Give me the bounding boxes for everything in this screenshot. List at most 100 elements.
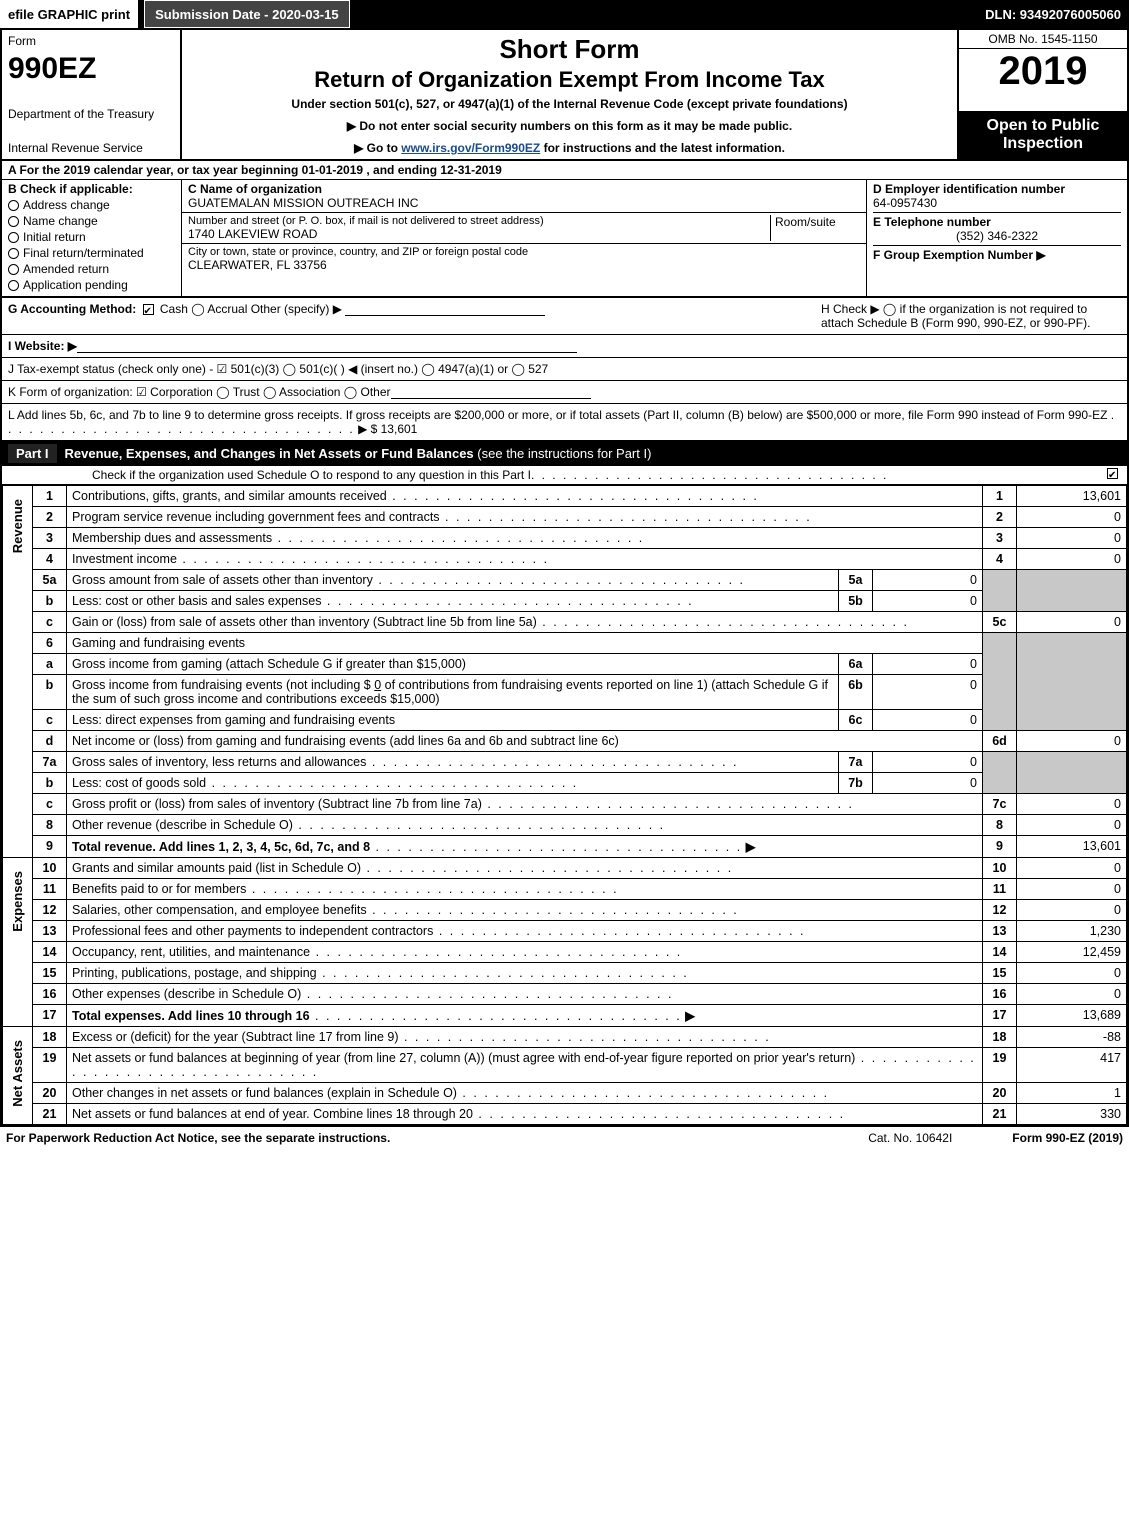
chk-final-return[interactable]: Final return/terminated	[8, 246, 175, 260]
efile-print-button[interactable]: efile GRAPHIC print	[0, 0, 138, 28]
dept-irs: Internal Revenue Service	[8, 141, 174, 155]
l6c-num: c	[33, 710, 67, 731]
l18-text: Excess or (deficit) for the year (Subtra…	[67, 1027, 983, 1048]
row-l-text: L Add lines 5b, 6c, and 7b to line 9 to …	[8, 408, 1107, 422]
l6a-text: Gross income from gaming (attach Schedul…	[67, 654, 839, 675]
l16-code: 16	[983, 984, 1017, 1005]
chk-amended-return[interactable]: Amended return	[8, 262, 175, 276]
l1-num: 1	[33, 486, 67, 507]
l14-val: 12,459	[1017, 942, 1127, 963]
label-ein: D Employer identification number	[873, 182, 1121, 196]
l5c-val: 0	[1017, 612, 1127, 633]
l8-val: 0	[1017, 815, 1127, 836]
tax-year: 2019	[959, 49, 1127, 94]
org-other-input[interactable]	[391, 385, 591, 399]
l20-val: 1	[1017, 1083, 1127, 1104]
form-of-organization: K Form of organization: ☑ Corporation ◯ …	[8, 385, 391, 399]
l1-val: 13,601	[1017, 486, 1127, 507]
l11-val: 0	[1017, 879, 1127, 900]
l5b-sc: 5b	[839, 591, 873, 612]
l16-num: 16	[33, 984, 67, 1005]
l10-num: 10	[33, 858, 67, 879]
l6d-val: 0	[1017, 731, 1127, 752]
l7b-text: Less: cost of goods sold	[67, 773, 839, 794]
l17-num: 17	[33, 1005, 67, 1027]
part-i-note: (see the instructions for Part I)	[477, 446, 651, 461]
accounting-opts: Cash ◯ Accrual Other (specify) ▶	[160, 302, 342, 316]
part-i-table: Revenue 1 Contributions, gifts, grants, …	[2, 485, 1127, 1125]
part-i-sub: Check if the organization used Schedule …	[2, 466, 1127, 485]
l12-num: 12	[33, 900, 67, 921]
tax-exempt-status: J Tax-exempt status (check only one) - ☑…	[8, 362, 548, 376]
goto-line: ▶ Go to www.irs.gov/Form990EZ for instru…	[190, 141, 949, 155]
org-address: 1740 LAKEVIEW ROAD	[188, 227, 770, 241]
l19-code: 19	[983, 1048, 1017, 1083]
chk-initial-return[interactable]: Initial return	[8, 230, 175, 244]
chk-name-change[interactable]: Name change	[8, 214, 175, 228]
label-accounting: G Accounting Method:	[8, 302, 136, 316]
l7b-num: b	[33, 773, 67, 794]
l20-text: Other changes in net assets or fund bala…	[67, 1083, 983, 1104]
side-expenses: Expenses	[3, 858, 33, 1027]
l21-text: Net assets or fund balances at end of ye…	[67, 1104, 983, 1125]
row-j: J Tax-exempt status (check only one) - ☑…	[2, 358, 1127, 381]
accounting-other-input[interactable]	[345, 302, 545, 316]
l7b-sv: 0	[873, 773, 983, 794]
l11-num: 11	[33, 879, 67, 900]
l6b-num: b	[33, 675, 67, 710]
l5a-num: 5a	[33, 570, 67, 591]
l6c-text: Less: direct expenses from gaming and fu…	[67, 710, 839, 731]
l3-text: Membership dues and assessments	[67, 528, 983, 549]
header-left: Form 990EZ Department of the Treasury In…	[2, 30, 182, 159]
side-revenue: Revenue	[3, 486, 33, 858]
l7c-num: c	[33, 794, 67, 815]
label-telephone: E Telephone number	[873, 215, 1121, 229]
footer-cat: Cat. No. 10642I	[868, 1131, 952, 1145]
l7a-num: 7a	[33, 752, 67, 773]
org-name: GUATEMALAN MISSION OUTREACH INC	[188, 196, 860, 210]
l8-text: Other revenue (describe in Schedule O)	[67, 815, 983, 836]
l6-text: Gaming and fundraising events	[67, 633, 983, 654]
l6d-text: Net income or (loss) from gaming and fun…	[67, 731, 983, 752]
chk-application-pending[interactable]: Application pending	[8, 278, 175, 292]
telephone-value: (352) 346-2322	[873, 229, 1121, 243]
l10-val: 0	[1017, 858, 1127, 879]
row-h: H Check ▶ ◯ if the organization is not r…	[821, 302, 1121, 330]
website-input[interactable]	[77, 339, 577, 353]
l17-code: 17	[983, 1005, 1017, 1027]
l7a-sv: 0	[873, 752, 983, 773]
l21-val: 330	[1017, 1104, 1127, 1125]
l1-code: 1	[983, 486, 1017, 507]
l19-text: Net assets or fund balances at beginning…	[67, 1048, 983, 1083]
l2-code: 2	[983, 507, 1017, 528]
l5c-text: Gain or (loss) from sale of assets other…	[67, 612, 983, 633]
l5c-code: 5c	[983, 612, 1017, 633]
l7b-sc: 7b	[839, 773, 873, 794]
l12-val: 0	[1017, 900, 1127, 921]
l9-val: 13,601	[1017, 836, 1127, 858]
box-b-title: B Check if applicable:	[8, 182, 175, 196]
l15-num: 15	[33, 963, 67, 984]
form-container: Form 990EZ Department of the Treasury In…	[0, 28, 1129, 1127]
l4-num: 4	[33, 549, 67, 570]
chk-address-change[interactable]: Address change	[8, 198, 175, 212]
l5b-sv: 0	[873, 591, 983, 612]
part-i-header: Part I Revenue, Expenses, and Changes in…	[2, 441, 1127, 466]
l6c-sc: 6c	[839, 710, 873, 731]
label-group-exemption: F Group Exemption Number ▶	[873, 248, 1121, 262]
irs-link[interactable]: www.irs.gov/Form990EZ	[401, 141, 540, 155]
l11-code: 11	[983, 879, 1017, 900]
top-bar: efile GRAPHIC print Submission Date - 20…	[0, 0, 1129, 28]
chk-cash[interactable]	[143, 304, 154, 315]
l20-num: 20	[33, 1083, 67, 1104]
l14-code: 14	[983, 942, 1017, 963]
submission-date-button[interactable]: Submission Date - 2020-03-15	[144, 0, 350, 28]
page-footer: For Paperwork Reduction Act Notice, see …	[0, 1127, 1129, 1149]
row-i: I Website: ▶	[2, 335, 1127, 358]
l10-text: Grants and similar amounts paid (list in…	[67, 858, 983, 879]
l15-text: Printing, publications, postage, and shi…	[67, 963, 983, 984]
short-form-title: Short Form	[190, 34, 949, 65]
form-header: Form 990EZ Department of the Treasury In…	[2, 30, 1127, 161]
part-i-sub-chk[interactable]	[1107, 468, 1118, 479]
l17-val: 13,689	[1017, 1005, 1127, 1027]
